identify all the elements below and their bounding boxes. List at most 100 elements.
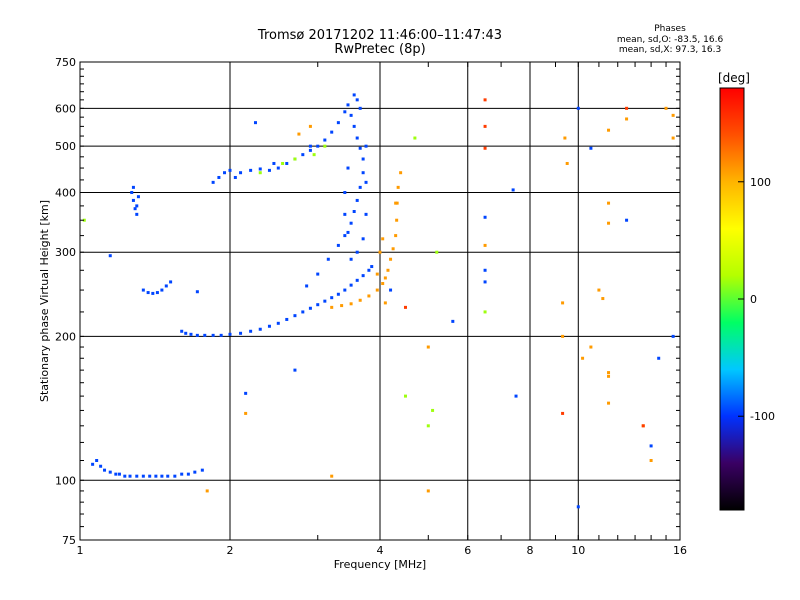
data-point — [364, 180, 368, 184]
data-point — [649, 444, 653, 448]
data-point — [103, 468, 107, 472]
data-point — [211, 180, 215, 184]
data-point — [189, 332, 193, 336]
data-point — [267, 324, 271, 328]
colorbar-tick-label: 100 — [750, 176, 771, 189]
data-point — [233, 175, 237, 179]
data-point — [219, 333, 223, 337]
data-point — [223, 171, 227, 175]
data-point — [355, 198, 359, 202]
colorbar-tick-label: 0 — [750, 293, 757, 306]
data-point — [336, 121, 340, 125]
x-axis-ticks: 1 2 4 6 8 10 16 — [77, 62, 687, 557]
data-point — [375, 272, 379, 276]
data-point — [483, 215, 487, 219]
data-point — [267, 168, 271, 172]
data-point — [141, 474, 145, 478]
data-point — [361, 237, 365, 241]
data-point — [451, 319, 455, 323]
phase-stats-x: mean, sd,X: 97.3, 16.3 — [618, 45, 722, 55]
data-point — [358, 185, 362, 189]
data-point — [358, 146, 362, 150]
chart-title-line2: RwPretec (8p) — [334, 42, 426, 57]
data-point — [395, 201, 399, 205]
data-point — [146, 291, 150, 295]
data-point — [435, 250, 439, 254]
data-point — [657, 356, 661, 360]
data-point — [431, 408, 435, 412]
grid-lines — [80, 62, 680, 540]
data-point — [200, 468, 204, 472]
y-axis-ticks: 75 100 200 300 400 500 600 750 — [55, 56, 680, 547]
data-point — [394, 201, 398, 205]
data-point — [561, 411, 565, 415]
data-point — [180, 329, 184, 333]
data-point — [244, 391, 248, 395]
data-point — [330, 305, 334, 309]
data-point — [211, 333, 215, 337]
data-point — [285, 161, 289, 165]
data-point — [239, 331, 243, 335]
data-point — [164, 284, 168, 288]
data-point — [561, 334, 565, 338]
data-point — [625, 106, 629, 110]
data-point — [355, 250, 359, 254]
data-point — [349, 257, 353, 261]
data-point — [383, 276, 387, 280]
data-point — [589, 345, 593, 349]
data-point — [160, 288, 164, 292]
x-tick-label: 1 — [77, 544, 84, 557]
data-point — [483, 243, 487, 247]
data-point — [173, 474, 177, 478]
y-tick-label: 100 — [55, 474, 76, 487]
data-point — [340, 304, 344, 308]
data-point — [131, 185, 135, 189]
data-point — [130, 190, 134, 194]
data-point — [346, 166, 350, 170]
data-point — [381, 237, 385, 241]
data-point — [395, 218, 399, 222]
data-point — [285, 317, 289, 321]
data-point — [148, 474, 152, 478]
data-point — [228, 332, 232, 336]
data-point — [154, 474, 158, 478]
data-point — [272, 161, 276, 165]
data-point — [123, 474, 127, 478]
y-tick-label: 200 — [55, 330, 76, 343]
data-point — [258, 167, 262, 171]
data-point — [349, 221, 353, 225]
data-point — [253, 121, 257, 125]
data-point — [301, 310, 305, 314]
x-axis-label: Frequency [MHz] — [334, 558, 426, 571]
data-point — [343, 234, 347, 238]
data-point — [483, 268, 487, 272]
y-tick-label: 750 — [55, 56, 76, 69]
data-point — [511, 188, 515, 192]
data-point — [95, 458, 99, 462]
data-point — [426, 424, 430, 428]
data-point — [117, 472, 121, 476]
data-point — [399, 171, 403, 175]
data-point — [349, 302, 353, 306]
data-point — [367, 294, 371, 298]
data-point — [244, 411, 248, 415]
data-point — [358, 298, 362, 302]
y-tick-label: 500 — [55, 140, 76, 153]
data-point — [228, 168, 232, 172]
data-point — [607, 221, 611, 225]
data-point — [297, 132, 301, 136]
chart-title-line1: Tromsø 20171202 11:46:00–11:47:43 — [257, 28, 503, 43]
data-point — [108, 470, 112, 474]
data-point — [607, 401, 611, 405]
data-point — [426, 345, 430, 349]
data-point — [483, 146, 487, 150]
data-point — [671, 113, 675, 117]
data-point — [330, 130, 334, 134]
data-point — [135, 474, 139, 478]
data-point — [323, 138, 327, 142]
data-point — [607, 201, 611, 205]
data-point — [239, 171, 243, 175]
data-point — [607, 374, 611, 378]
data-point — [361, 171, 365, 175]
x-tick-label: 2 — [227, 544, 234, 557]
